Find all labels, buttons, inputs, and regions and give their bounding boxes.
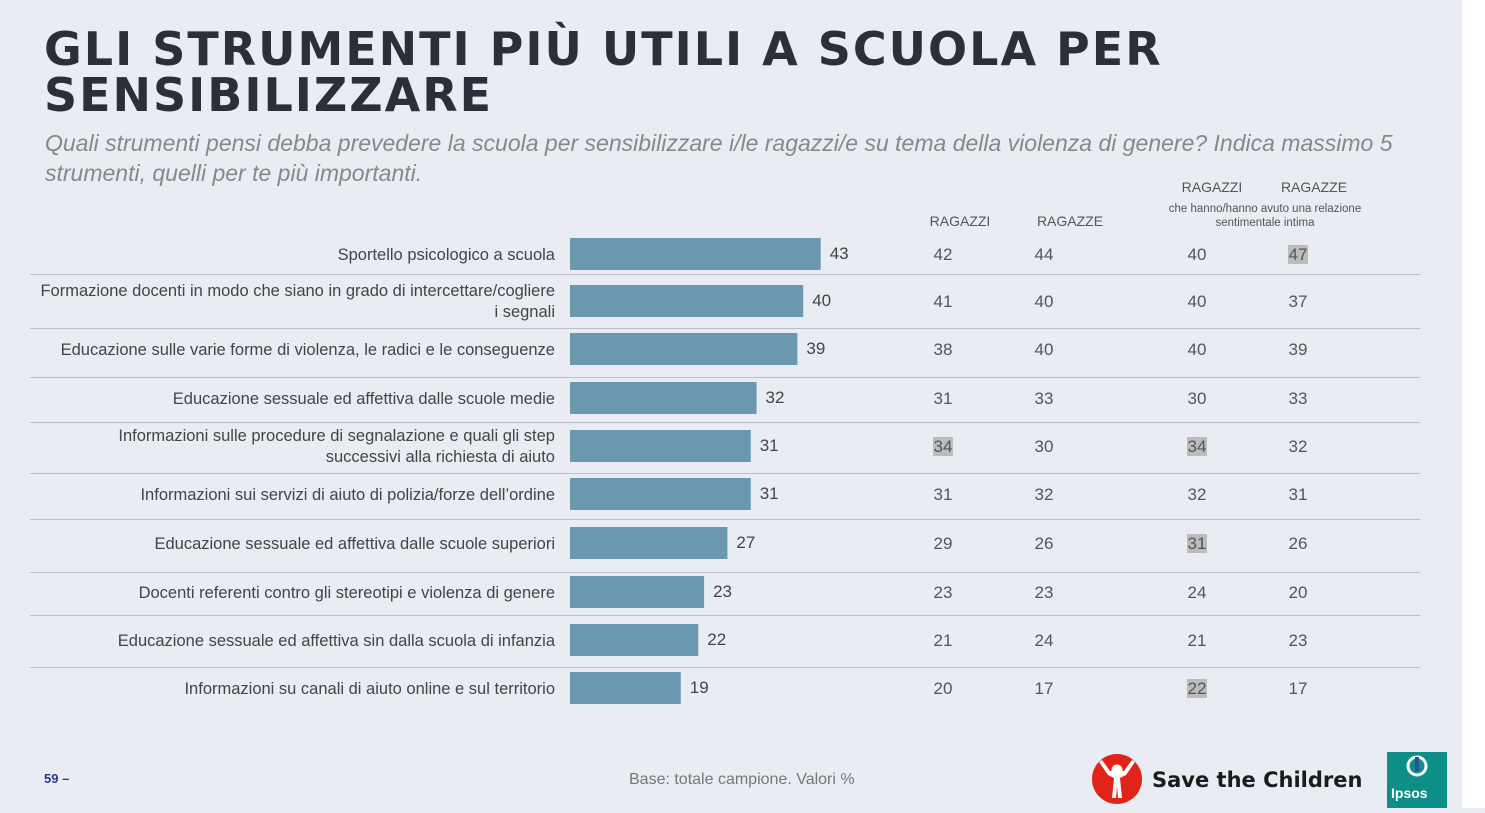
- col-header-rel-note: che hanno/hanno avuto una relazione sent…: [1168, 203, 1362, 229]
- value-rel-ragazzi: 40: [1187, 340, 1207, 359]
- value-rel-ragazze: 32: [1288, 437, 1308, 456]
- bar: [570, 672, 681, 704]
- category-label: Educazione sessuale ed affettiva dalle s…: [172, 389, 555, 408]
- question-subtitle: Quali strumenti pensi debba prevedere la…: [45, 130, 1393, 186]
- value-rel-ragazzi: 21: [1187, 631, 1207, 650]
- right-edge: [1462, 0, 1485, 808]
- value-rel-ragazze: 33: [1288, 389, 1308, 408]
- value-rel-ragazzi: 32: [1187, 485, 1207, 504]
- value-rel-ragazzi: 22: [1186, 679, 1208, 698]
- bar-value-label: 23: [713, 582, 732, 601]
- bar: [570, 430, 751, 462]
- bar: [570, 285, 804, 317]
- col-header-ragazze: RAGAZZE: [1036, 213, 1104, 229]
- col-header-ragazzi: RAGAZZI: [929, 213, 991, 229]
- value-ragazze: 24: [1034, 631, 1054, 650]
- value-rel-ragazze: 23: [1288, 631, 1308, 650]
- bar-value-label: 39: [806, 339, 826, 358]
- value-rel-ragazzi: 34: [1186, 437, 1208, 456]
- value-ragazze: 32: [1034, 485, 1054, 504]
- bar-value-label: 31: [759, 436, 779, 455]
- category-label: Educazione sulle varie forme di violenza…: [60, 340, 555, 359]
- category-label: Formazione docenti in modo che siano in …: [40, 282, 555, 321]
- save-the-children-wordmark: Save the Children: [1152, 768, 1363, 792]
- value-rel-ragazze: 17: [1288, 679, 1308, 698]
- category-label: Sportello psicologico a scuola: [337, 245, 555, 264]
- base-note: Base: totale campione. Valori %: [629, 771, 855, 788]
- value-ragazze: 23: [1034, 583, 1054, 602]
- bar-value-label: 40: [812, 291, 832, 310]
- value-rel-ragazze: 47: [1287, 245, 1309, 264]
- row-divider: [30, 572, 1420, 573]
- value-rel-ragazzi: 40: [1187, 245, 1207, 264]
- ipsos-wordmark: Ipsos: [1391, 785, 1428, 801]
- value-ragazze: 17: [1034, 679, 1054, 698]
- value-ragazzi: 21: [933, 631, 953, 650]
- value-ragazze: 33: [1034, 389, 1054, 408]
- category-label: Docenti referenti contro gli stereotipi …: [138, 583, 555, 602]
- row-divider: [30, 519, 1420, 520]
- bar-value-label: 43: [829, 244, 849, 263]
- value-ragazzi: 41: [933, 292, 953, 311]
- value-rel-ragazze: 20: [1288, 583, 1308, 602]
- bar: [570, 478, 751, 510]
- value-rel-ragazzi: 31: [1186, 534, 1208, 553]
- col-header-rel-ragazzi: RAGAZZI: [1181, 179, 1243, 195]
- bar-value-label: 19: [689, 678, 709, 697]
- value-rel-ragazze: 37: [1288, 292, 1308, 311]
- page-number: 59 –: [44, 771, 70, 786]
- value-rel-ragazze: 39: [1288, 340, 1308, 359]
- row-divider: [30, 377, 1420, 378]
- value-ragazzi: 31: [933, 389, 953, 408]
- bar-value-label: 31: [759, 484, 779, 503]
- row-divider: [30, 615, 1420, 616]
- value-rel-ragazzi: 40: [1187, 292, 1207, 311]
- page-title: GLI STRUMENTI PIÙ UTILI A SCUOLA PER SEN…: [44, 22, 1163, 122]
- save-the-children-logo: [1092, 754, 1142, 804]
- category-label: Informazioni sulle procedure di segnalaz…: [118, 427, 555, 466]
- row-divider: [30, 274, 1420, 275]
- value-ragazze: 40: [1034, 292, 1054, 311]
- value-ragazzi: 20: [933, 679, 953, 698]
- row-divider: [30, 473, 1420, 474]
- bar: [570, 624, 699, 656]
- value-ragazze: 44: [1034, 245, 1054, 264]
- value-ragazzi: 31: [933, 485, 953, 504]
- row-divider: [30, 667, 1420, 668]
- bar-value-label: 32: [765, 388, 785, 407]
- bar-value-label: 22: [707, 630, 727, 649]
- ipsos-logo: [1387, 752, 1447, 808]
- bar: [570, 576, 705, 608]
- category-label: Educazione sessuale ed affettiva sin dal…: [117, 631, 555, 650]
- value-rel-ragazzi: 30: [1187, 389, 1207, 408]
- value-ragazze: 26: [1034, 534, 1054, 553]
- value-ragazzi: 38: [933, 340, 953, 359]
- row-divider: [30, 328, 1420, 329]
- row-divider: [30, 422, 1420, 423]
- bar: [570, 238, 821, 270]
- category-label: Informazioni su canali di aiuto online e…: [184, 679, 555, 698]
- value-ragazzi: 23: [933, 583, 953, 602]
- value-rel-ragazze: 31: [1288, 485, 1308, 504]
- value-ragazze: 30: [1034, 437, 1054, 456]
- bar-value-label: 27: [736, 533, 756, 552]
- bar: [570, 527, 728, 559]
- bar: [570, 333, 798, 365]
- value-rel-ragazze: 26: [1288, 534, 1308, 553]
- category-label: Educazione sessuale ed affettiva dalle s…: [154, 534, 555, 553]
- bar: [570, 382, 757, 414]
- value-ragazzi: 29: [933, 534, 953, 553]
- value-ragazzi: 34: [932, 437, 954, 456]
- category-label: Informazioni sui servizi di aiuto di pol…: [140, 485, 555, 504]
- value-rel-ragazzi: 24: [1187, 583, 1207, 602]
- value-ragazzi: 42: [933, 245, 953, 264]
- value-ragazze: 40: [1034, 340, 1054, 359]
- col-header-rel-ragazze: RAGAZZE: [1280, 179, 1348, 195]
